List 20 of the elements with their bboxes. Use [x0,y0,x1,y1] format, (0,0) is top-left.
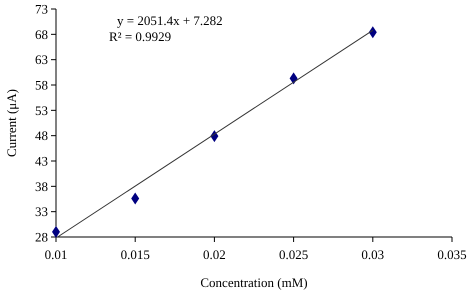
y-axis-title: Current (μA) [4,89,19,157]
y-tick-label: 33 [35,204,48,220]
y-tick-label: 73 [35,2,48,17]
y-tick-label: 53 [35,102,48,118]
x-tick-label: 0.025 [278,247,308,262]
y-tick-label: 58 [35,78,48,93]
annotation: y = 2051.4x + 7.282 [117,13,223,28]
x-tick-label: 0.01 [44,247,68,262]
y-tick-label: 28 [35,230,48,245]
x-axis-title: Concentration (mM) [200,275,308,290]
x-tick-label: 0.015 [120,247,150,262]
y-tick-label: 48 [35,128,48,144]
y-tick-label: 43 [35,154,48,169]
x-tick-label: 0.02 [203,247,226,262]
y-tick-label: 63 [35,52,48,68]
x-tick-label: 0.035 [437,247,467,262]
annotation: R² = 0.9929 [109,29,172,44]
y-tick-label: 68 [35,26,48,42]
y-tick-label: 38 [35,178,48,194]
x-tick-label: 0.03 [361,247,384,262]
